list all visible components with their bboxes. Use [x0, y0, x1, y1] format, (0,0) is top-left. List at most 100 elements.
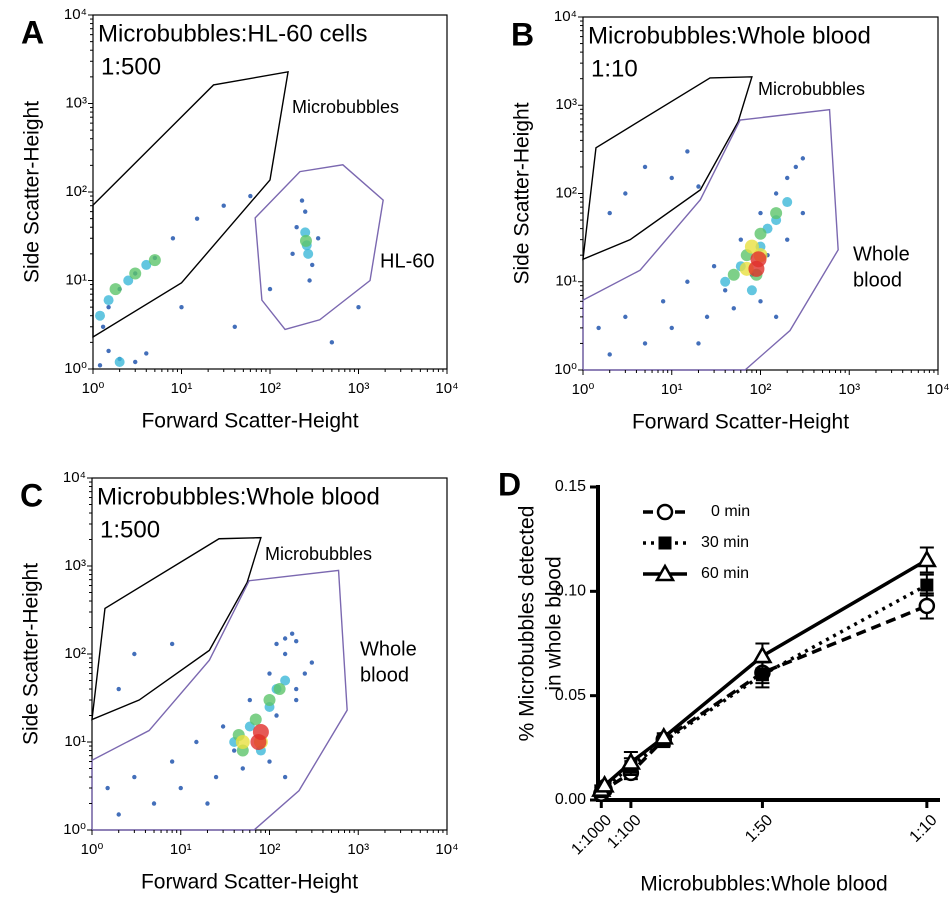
event-dot — [294, 638, 299, 644]
event-dot — [289, 631, 295, 636]
x-tick-label: 10² — [750, 381, 772, 398]
event-dot — [141, 259, 152, 270]
marker — [653, 726, 674, 745]
gate — [91, 536, 262, 721]
event-dot — [356, 304, 361, 310]
marker — [594, 774, 615, 793]
y-tick-label: 10² — [555, 184, 577, 201]
event-dot — [750, 251, 767, 268]
x-tick-label: 10³ — [348, 380, 370, 397]
y-tick-label: 10⁴ — [554, 8, 577, 25]
event-dot — [696, 184, 701, 189]
event-dot — [685, 279, 690, 284]
event-dot — [116, 686, 121, 692]
event-dot — [103, 295, 114, 306]
event-dot — [744, 239, 759, 254]
event-dot — [310, 262, 315, 268]
panel-letter: A — [21, 14, 44, 50]
gate — [91, 569, 348, 831]
event-dot — [247, 697, 253, 703]
y-tick-label: 10³ — [64, 557, 86, 574]
x-axis-label: Forward Scatter-Height — [141, 410, 358, 433]
event-dot — [299, 198, 305, 203]
gate — [92, 70, 289, 339]
event-dot — [758, 299, 763, 304]
event-dot — [720, 276, 731, 287]
x-tick-label: 10⁰ — [81, 841, 104, 858]
event-dot — [307, 278, 312, 283]
series-line — [599, 583, 928, 793]
gate — [582, 108, 839, 371]
event-dot — [169, 641, 175, 647]
gate-label: HL-60 — [380, 250, 434, 272]
event-dot — [754, 227, 767, 240]
event-dot — [607, 352, 612, 357]
event-dot — [758, 210, 763, 216]
event-dot — [722, 288, 728, 293]
event-dot — [205, 801, 210, 806]
event-dot — [782, 197, 793, 208]
event-dot — [144, 351, 149, 356]
event-dot — [642, 341, 648, 346]
panel-title: Microbubbles:Whole blood — [97, 483, 380, 510]
series-line — [599, 604, 928, 795]
gate-label: Microbubbles — [265, 544, 372, 564]
event-dot — [179, 304, 184, 310]
event-dot — [704, 314, 710, 320]
panel-subtitle: 1:500 — [100, 516, 160, 543]
panel-title: Microbubbles:HL-60 cells — [98, 20, 367, 47]
x-axis-label: Microbubbles:Whole blood — [640, 873, 887, 896]
event-dot — [302, 671, 308, 676]
event-dot — [106, 304, 111, 310]
x-tick-label: 10⁰ — [82, 380, 105, 397]
event-dot — [773, 191, 779, 196]
x-axis-label: Forward Scatter-Height — [141, 871, 358, 894]
marker — [752, 645, 773, 664]
event-dot — [785, 237, 790, 242]
event-dot — [773, 314, 779, 320]
event-dot — [696, 341, 701, 346]
event-dot — [100, 324, 106, 329]
event-dot — [290, 251, 295, 257]
event-dot — [194, 216, 200, 221]
y-tick-label: 10⁴ — [63, 469, 86, 486]
y-tick-label: 0.10 — [555, 583, 586, 600]
event-dot — [303, 209, 308, 214]
event-dot — [178, 785, 183, 791]
gate — [254, 164, 384, 331]
marker — [620, 751, 642, 770]
gate-label: Microbubbles — [292, 97, 399, 117]
event-dot — [770, 207, 783, 220]
event-dot — [711, 264, 717, 269]
event-dot — [746, 285, 757, 296]
x-tick-label: 10⁴ — [435, 380, 458, 397]
y-tick-label: 10⁴ — [64, 6, 87, 23]
event-dot — [299, 234, 312, 247]
event-dot — [669, 325, 674, 331]
event-dot — [731, 306, 736, 311]
x-tick-label: 10³ — [838, 381, 860, 398]
y-tick-label: 10¹ — [65, 271, 87, 288]
x-tick-label: 1:100 — [604, 812, 644, 852]
y-axis-label: Side Scatter-Height — [20, 563, 43, 745]
event-dot — [623, 191, 628, 196]
y-tick-label: 10⁰ — [554, 361, 577, 378]
event-dot — [793, 164, 799, 170]
event-dot — [660, 299, 666, 304]
x-tick-label: 1:50 — [742, 812, 776, 846]
panel-letter: D — [498, 466, 521, 502]
event-dot — [231, 748, 237, 753]
x-tick-label: 10¹ — [661, 381, 683, 398]
event-dot — [105, 785, 110, 791]
event-dot — [132, 651, 137, 657]
y-tick-label: 0.00 — [555, 791, 586, 808]
event-dot — [170, 236, 176, 241]
marker — [658, 536, 672, 550]
legend-label: 60 min — [701, 565, 749, 582]
event-dot — [623, 314, 628, 320]
y-tick-label: 10² — [64, 645, 86, 662]
marker — [920, 578, 934, 592]
y-tick-label: 10³ — [65, 94, 87, 111]
event-dot — [329, 340, 335, 345]
